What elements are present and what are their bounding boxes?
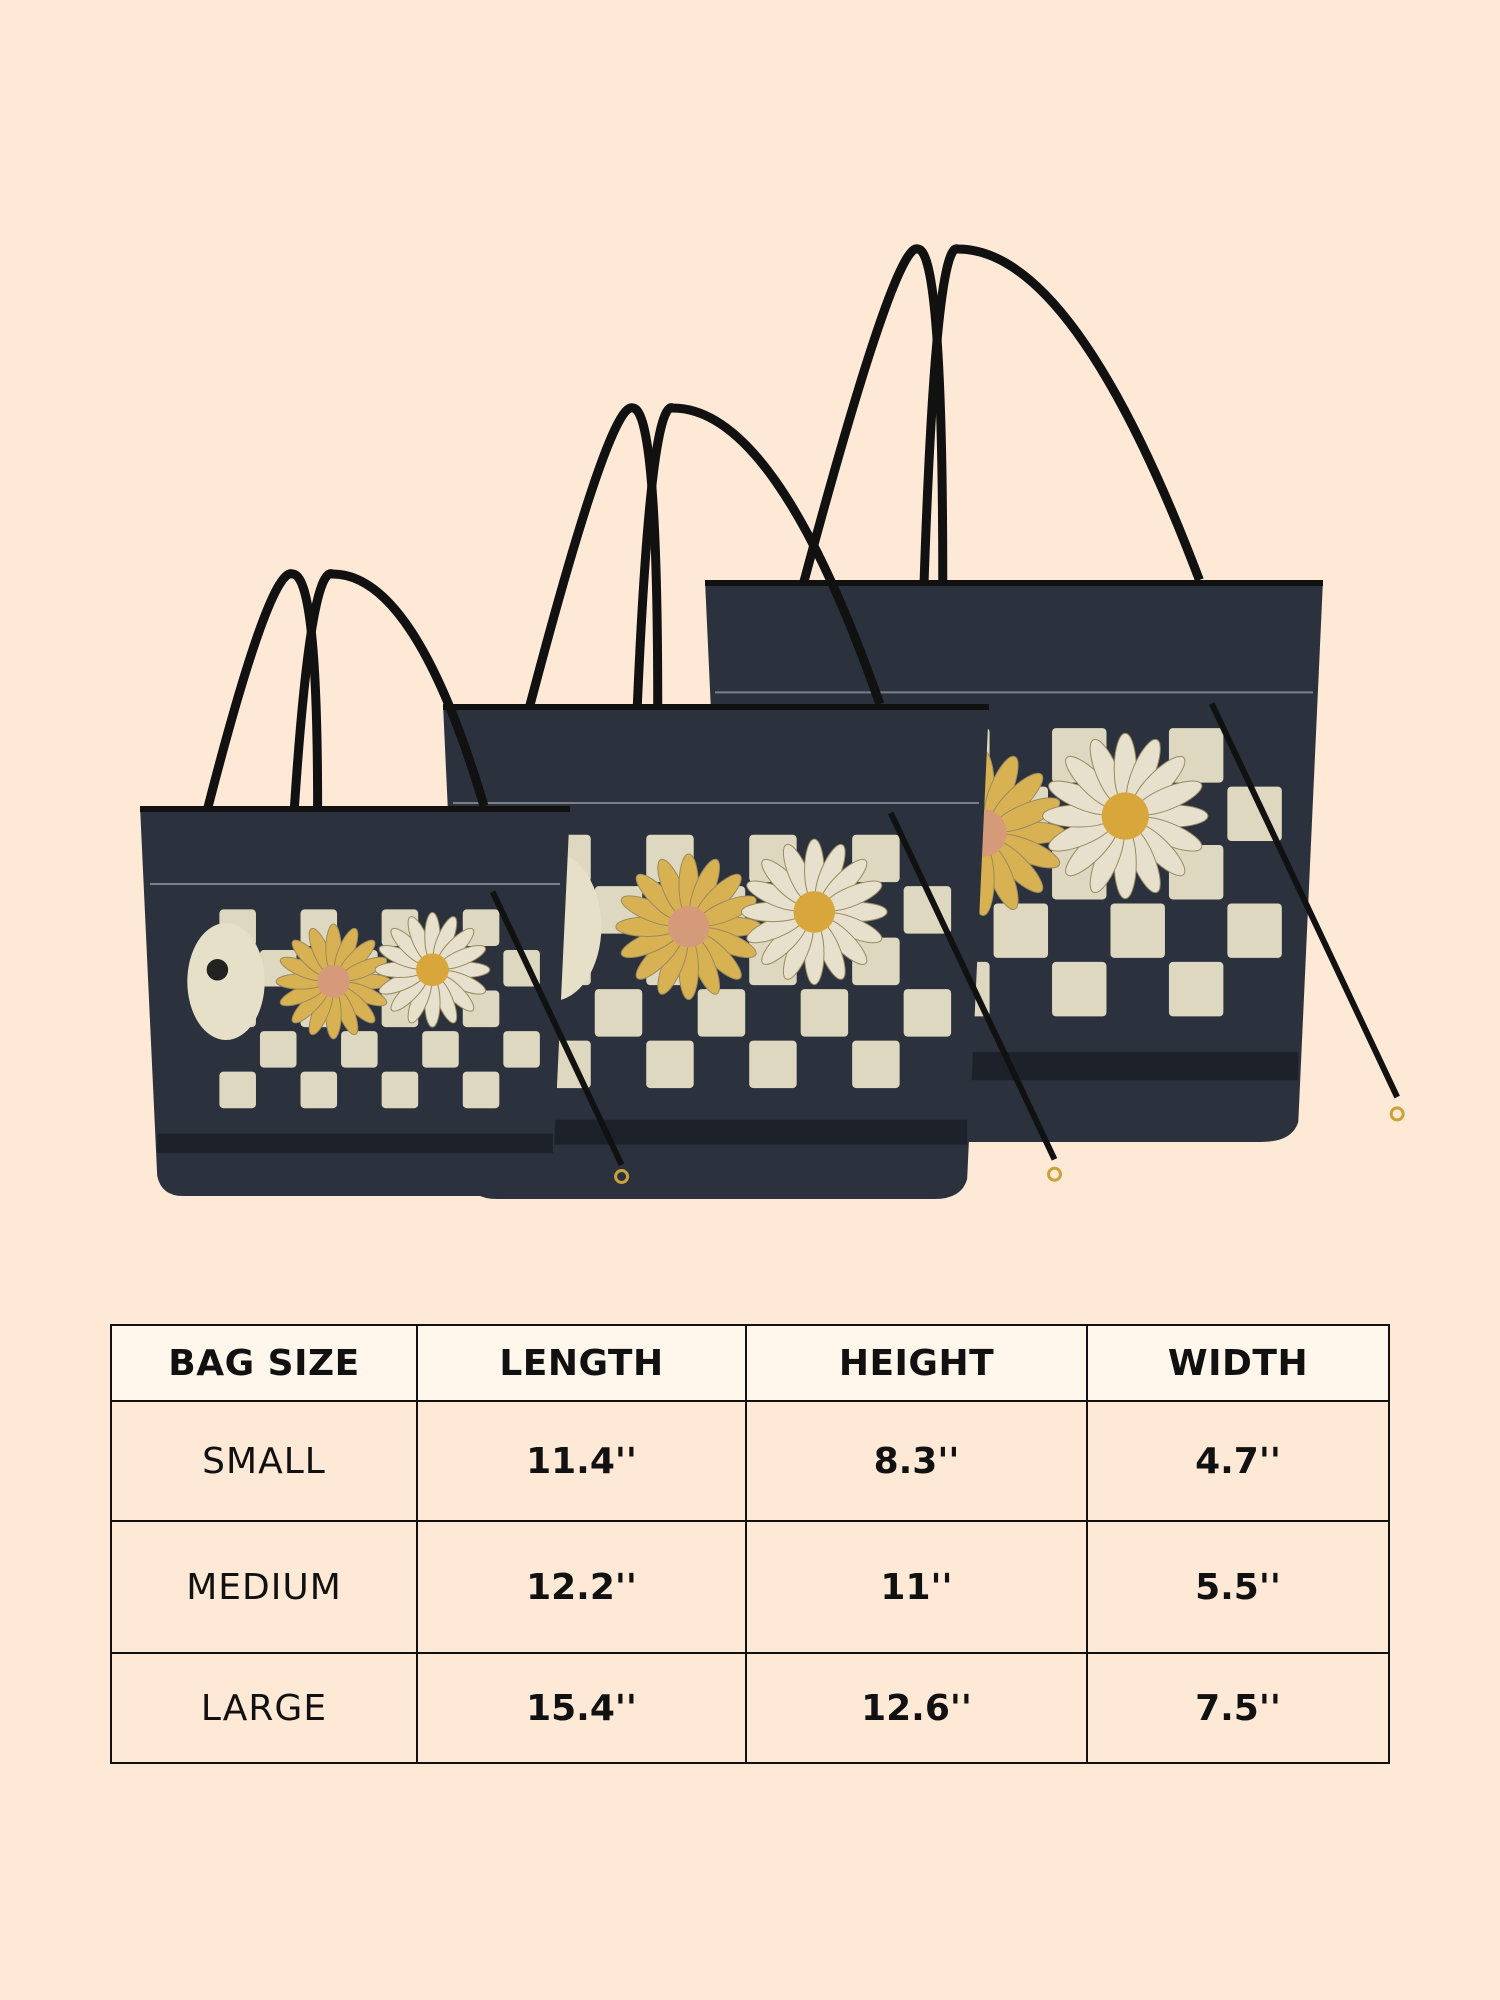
gold-ring-icon — [1389, 1106, 1405, 1122]
checker-square — [1227, 903, 1282, 958]
checker-square — [749, 1040, 797, 1089]
handle — [187, 569, 323, 874]
handle — [286, 569, 489, 873]
table-row: SMALL 11.4'' 8.3'' 4.7'' — [110, 1400, 1390, 1522]
drawstring — [888, 811, 1058, 1161]
checker-square — [852, 937, 900, 986]
flower-center — [1101, 792, 1149, 840]
header-bag-size: BAG SIZE — [110, 1324, 418, 1402]
flower-center — [793, 891, 836, 933]
skull-eye — [206, 959, 229, 981]
header-height: HEIGHT — [745, 1324, 1088, 1402]
height-cell: 12.6'' — [745, 1652, 1088, 1764]
length-cell: 15.4'' — [416, 1652, 747, 1764]
checker-square — [462, 1071, 500, 1109]
header-length: LENGTH — [416, 1324, 747, 1402]
table-row: LARGE 15.4'' 12.6'' 7.5'' — [110, 1652, 1390, 1764]
size-cell: MEDIUM — [110, 1520, 418, 1654]
checker-square — [903, 989, 952, 1037]
checker-square — [1110, 903, 1165, 958]
bag-rim — [705, 580, 1323, 586]
checker-square — [1052, 961, 1107, 1017]
width-cell: 4.7'' — [1086, 1400, 1390, 1522]
checker-square — [852, 1040, 900, 1089]
checker-square — [341, 1031, 378, 1068]
height-cell: 11'' — [745, 1520, 1088, 1654]
skull — [187, 923, 265, 1040]
checker-square — [259, 1031, 297, 1068]
checker-square — [646, 1040, 694, 1089]
handle — [504, 403, 663, 790]
flower-center — [317, 965, 350, 998]
size-cell: SMALL — [110, 1400, 418, 1522]
drawstring — [489, 890, 625, 1167]
handle — [774, 244, 948, 677]
length-cell: 11.4'' — [416, 1400, 747, 1522]
bag-small — [140, 569, 630, 1196]
width-cell: 5.5'' — [1086, 1520, 1390, 1654]
bag-rim — [443, 704, 989, 710]
checker-square — [422, 1031, 459, 1068]
checker-square — [993, 903, 1049, 958]
bottom-band — [157, 1133, 553, 1154]
handle — [629, 403, 885, 789]
checker-square — [1168, 845, 1224, 900]
bag-rim — [140, 806, 570, 812]
tote-bags-illustration — [140, 244, 1405, 1199]
header-width: WIDTH — [1086, 1324, 1390, 1402]
gold-ring-icon — [614, 1169, 630, 1184]
size-cell: LARGE — [110, 1652, 418, 1764]
handle — [916, 244, 1204, 676]
flower-center — [416, 953, 449, 987]
length-cell: 12.2'' — [416, 1520, 747, 1654]
checker-square — [1168, 961, 1224, 1017]
checker-square — [300, 1071, 338, 1109]
checker-square — [462, 990, 500, 1028]
size-chart-table: BAG SIZE LENGTH HEIGHT WIDTH SMALL 11.4'… — [110, 1324, 1390, 1764]
gold-ring-icon — [1047, 1166, 1063, 1182]
checker-square — [381, 1071, 419, 1109]
checker-square — [800, 989, 849, 1037]
height-cell: 8.3'' — [745, 1400, 1088, 1522]
flower-center — [667, 905, 710, 948]
checker-square — [594, 989, 643, 1037]
checker-square — [697, 989, 746, 1037]
drawstring — [1209, 702, 1400, 1099]
checker-square — [219, 1071, 256, 1109]
checker-square — [503, 1031, 540, 1068]
width-cell: 7.5'' — [1086, 1652, 1390, 1764]
table-row: MEDIUM 12.2'' 11'' 5.5'' — [110, 1520, 1390, 1654]
table-header-row: BAG SIZE LENGTH HEIGHT WIDTH — [110, 1324, 1390, 1402]
